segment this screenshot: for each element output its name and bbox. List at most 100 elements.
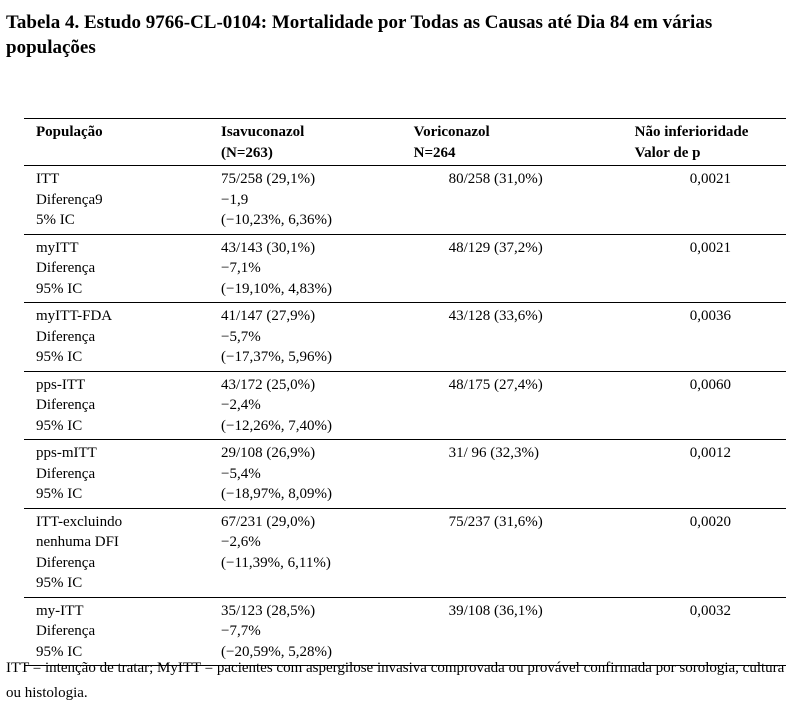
population-ci-label: 95% IC xyxy=(36,349,83,365)
population-ci-label: 95% IC xyxy=(36,643,83,660)
population-diff-label: Diferença xyxy=(36,623,96,639)
confidence-interval: (−10,23%, 6,36%) xyxy=(221,212,332,228)
isavuconazol-count: 29/108 (26,9%) xyxy=(221,445,316,461)
voriconazol-count: 39/108 (36,1%) xyxy=(448,602,543,619)
p-value: 0,0020 xyxy=(689,513,731,530)
p-value-cell: 0,0021 xyxy=(634,165,786,235)
population-cell: myITT Diferença 95% IC xyxy=(24,234,221,303)
population-diff-label: Diferença xyxy=(36,260,96,276)
isavuconazol-cell: 29/108 (26,9%) −5,4% (−18,97%, 8,09%) xyxy=(221,439,414,509)
voriconazol-cell: 31/ 96 (32,3%) xyxy=(413,439,635,509)
population-ci-label: 95% IC xyxy=(36,417,83,434)
mortality-table: População Isavuconazol (N=263) Voriconaz… xyxy=(24,118,786,666)
voriconazol-cell: 43/128 (33,6%) xyxy=(413,302,635,372)
voriconazol-count: 80/258 (31,0%) xyxy=(448,171,543,187)
voriconazol-cell: 48/175 (27,4%) xyxy=(413,371,635,440)
p-value-cell: 0,0060 xyxy=(634,371,786,440)
isavuconazol-cell: 43/172 (25,0%) −2,4% (−12,26%, 7,40%) xyxy=(221,371,414,440)
header-population: População xyxy=(24,118,221,166)
population-cell: ITT Diferença9 5% IC xyxy=(24,165,221,235)
population-cell: myITT-FDA Diferença 95% IC xyxy=(24,302,221,372)
table-header-row: População Isavuconazol (N=263) Voriconaz… xyxy=(24,118,786,166)
p-value: 0,0032 xyxy=(689,602,731,619)
isavuconazol-count: 43/172 (25,0%) xyxy=(221,376,316,393)
p-value: 0,0060 xyxy=(689,376,731,393)
confidence-interval: (−17,37%, 5,96%) xyxy=(221,349,332,365)
population-name: my-ITT xyxy=(36,602,84,619)
p-value: 0,0036 xyxy=(689,308,731,324)
population-cell: ITT-excluindo nenhuma DFI Diferença 95% … xyxy=(24,508,221,598)
voriconazol-cell: 39/108 (36,1%) xyxy=(413,597,635,666)
table-title: Tabela 4. Estudo 9766-CL-0104: Mortalida… xyxy=(6,12,713,58)
voriconazol-cell: 75/237 (31,6%) xyxy=(413,508,635,598)
p-value: 0,0021 xyxy=(689,239,731,256)
population-cell: my-ITT Diferença 95% IC xyxy=(24,597,221,666)
table-row: myITT Diferença 95% IC 43/143 (30,1%) −7… xyxy=(24,234,786,303)
population-name: ITT xyxy=(36,171,60,187)
confidence-interval: (−11,39%, 6,11%) xyxy=(221,554,331,571)
voriconazol-cell: 80/258 (31,0%) xyxy=(413,165,635,235)
p-value-cell: 0,0020 xyxy=(634,508,786,598)
header-noninferiority: Não inferioridade Valor de p xyxy=(634,118,786,166)
confidence-interval: (−19,10%, 4,83%) xyxy=(221,280,332,297)
confidence-interval: (−12,26%, 7,40%) xyxy=(221,417,332,434)
isavuconazol-count: 35/123 (28,5%) xyxy=(221,602,316,619)
population-ci-label: 95% IC xyxy=(36,280,83,297)
header-isavuconazol-label: Isavuconazol xyxy=(221,124,305,140)
isavuconazol-cell: 41/147 (27,9%) −5,7% (−17,37%, 5,96%) xyxy=(221,302,414,372)
population-ci-label: 95% IC xyxy=(36,486,83,502)
p-value-cell: 0,0012 xyxy=(634,439,786,509)
table-row: my-ITT Diferença 95% IC 35/123 (28,5%) −… xyxy=(24,597,786,666)
population-diff-label: Diferença xyxy=(36,397,96,413)
confidence-interval: (−18,97%, 8,09%) xyxy=(221,486,332,502)
population-name: pps-ITT xyxy=(36,376,86,393)
p-value: 0,0012 xyxy=(689,445,731,461)
population-name: myITT xyxy=(36,239,79,256)
isavuconazol-count: 43/143 (30,1%) xyxy=(221,239,316,256)
population-cell: pps-mITT Diferença 95% IC xyxy=(24,439,221,509)
voriconazol-cell: 48/129 (37,2%) xyxy=(413,234,635,303)
isavuconazol-count: 75/258 (29,1%) xyxy=(221,171,316,187)
difference-value: −7,1% xyxy=(221,260,261,276)
voriconazol-count: 75/237 (31,6%) xyxy=(448,513,543,530)
table-footnote: ITT = intenção de tratar; MyITT = pacien… xyxy=(6,660,785,701)
population-cell: pps-ITT Diferença 95% IC xyxy=(24,371,221,440)
population-diff-label: Diferença xyxy=(36,328,96,345)
population-name-continued: nenhuma DFI xyxy=(36,534,119,550)
header-isavuconazol-n: (N=263) xyxy=(221,144,273,161)
p-value: 0,0021 xyxy=(689,171,731,187)
header-population-label: População xyxy=(36,124,103,140)
difference-value: −5,7% xyxy=(221,328,261,345)
p-value-cell: 0,0032 xyxy=(634,597,786,666)
header-pvalue-label: Valor de p xyxy=(634,144,701,161)
p-value-cell: 0,0021 xyxy=(634,234,786,303)
difference-value: −2,4% xyxy=(221,397,261,413)
isavuconazol-count: 41/147 (27,9%) xyxy=(221,308,316,324)
voriconazol-count: 31/ 96 (32,3%) xyxy=(448,445,540,461)
population-diff-label: Diferença xyxy=(36,554,96,571)
table-row: myITT-FDA Diferença 95% IC 41/147 (27,9%… xyxy=(24,302,786,372)
difference-value: −2,6% xyxy=(221,534,261,550)
population-ci-label: 5% IC xyxy=(36,212,75,228)
header-isavuconazol: Isavuconazol (N=263) xyxy=(221,118,414,166)
difference-value: −5,4% xyxy=(221,465,261,482)
voriconazol-count: 48/129 (37,2%) xyxy=(448,239,543,256)
table-row: pps-ITT Diferença 95% IC 43/172 (25,0%) … xyxy=(24,371,786,440)
population-ci-label: 95% IC xyxy=(36,575,83,591)
isavuconazol-cell: 43/143 (30,1%) −7,1% (−19,10%, 4,83%) xyxy=(221,234,414,303)
isavuconazol-cell: 35/123 (28,5%) −7,7% (−20,59%, 5,28%) xyxy=(221,597,414,666)
header-voriconazol-n: N=264 xyxy=(413,144,456,161)
population-diff-label: Diferença9 xyxy=(36,191,103,208)
header-noninferiority-label: Não inferioridade xyxy=(634,124,749,140)
population-name: ITT-excluindo xyxy=(36,513,123,530)
table-row: pps-mITT Diferença 95% IC 29/108 (26,9%)… xyxy=(24,439,786,509)
voriconazol-count: 48/175 (27,4%) xyxy=(448,376,543,393)
population-diff-label: Diferença xyxy=(36,465,96,482)
population-name: myITT-FDA xyxy=(36,308,113,324)
header-voriconazol-label: Voriconazol xyxy=(413,124,490,140)
p-value-cell: 0,0036 xyxy=(634,302,786,372)
difference-value: −1,9 xyxy=(221,191,249,208)
voriconazol-count: 43/128 (33,6%) xyxy=(448,308,543,324)
isavuconazol-cell: 67/231 (29,0%) −2,6% (−11,39%, 6,11%) xyxy=(221,508,414,598)
confidence-interval: (−20,59%, 5,28%) xyxy=(221,643,332,660)
